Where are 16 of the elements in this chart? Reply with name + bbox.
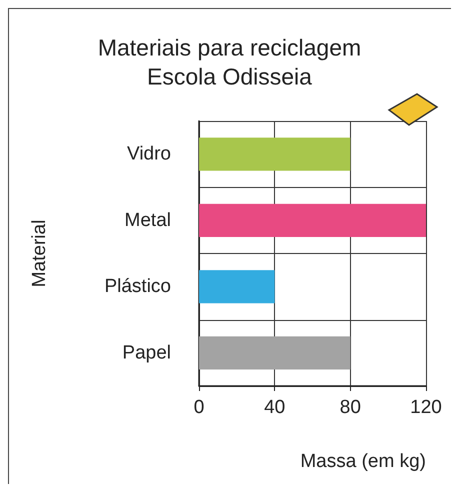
- bar: [199, 138, 350, 171]
- bar: [199, 204, 426, 237]
- x-tick-label: 0: [194, 397, 204, 418]
- bar: [199, 336, 350, 370]
- y-tick-label: Plástico: [104, 276, 171, 298]
- y-tick-label: Papel: [122, 342, 171, 364]
- y-axis-title: Material: [29, 220, 50, 288]
- y-tick-label: Metal: [124, 210, 171, 231]
- chart-title: Materiais para reciclagem: [98, 34, 362, 60]
- chart-subtitle: Escola Odisseia: [147, 64, 312, 90]
- x-tick-label: 120: [410, 397, 442, 418]
- x-axis-title: Massa (em kg): [300, 451, 426, 472]
- y-tick-label: Vidro: [126, 144, 171, 165]
- bar: [199, 270, 275, 304]
- x-tick-label: 40: [264, 397, 286, 418]
- x-tick-label: 80: [340, 397, 361, 418]
